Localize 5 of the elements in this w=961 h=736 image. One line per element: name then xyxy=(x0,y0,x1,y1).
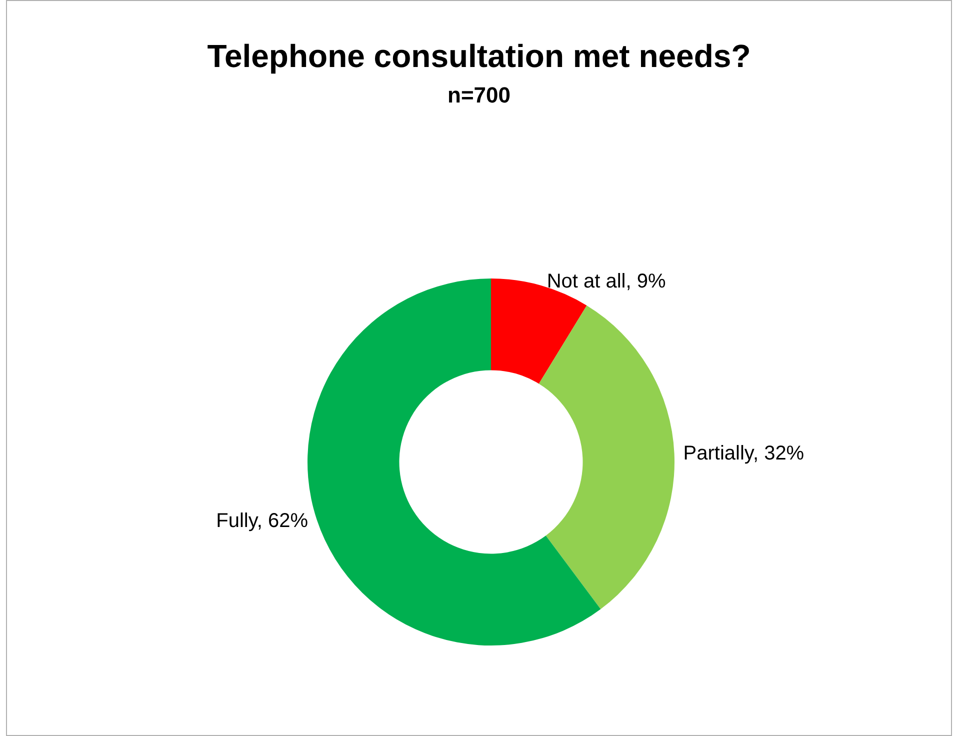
chart-subtitle: n=700 xyxy=(448,82,510,108)
slice-label: Fully, 62% xyxy=(216,510,308,532)
slice-label: Partially, 32% xyxy=(683,442,804,464)
slice-label: Not at all, 9% xyxy=(546,270,666,293)
chart-title: Telephone consultation met needs? xyxy=(207,38,751,74)
